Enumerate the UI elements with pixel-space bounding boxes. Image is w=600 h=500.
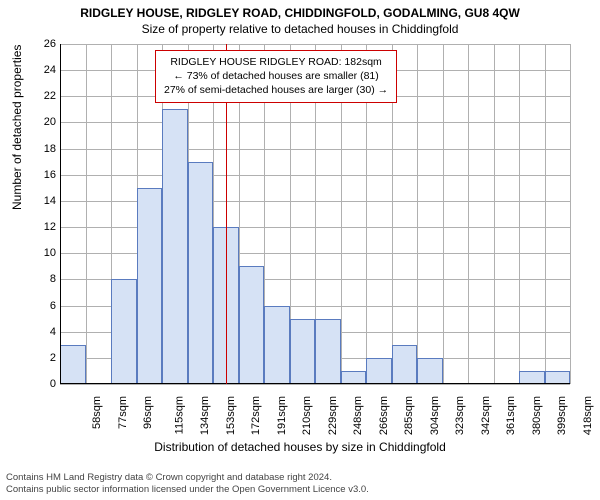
ytick-label: 6 <box>32 300 56 312</box>
histogram-bar <box>162 109 188 384</box>
x-axis-title: Distribution of detached houses by size … <box>0 440 600 454</box>
histogram-bar <box>137 188 163 384</box>
xtick-label: 134sqm <box>199 396 211 435</box>
ytick-label: 4 <box>32 326 56 338</box>
x-axis-line <box>60 383 570 384</box>
ytick-label: 26 <box>32 38 56 50</box>
ytick-label: 14 <box>32 195 56 207</box>
annotation-callout: RIDGLEY HOUSE RIDGLEY ROAD: 182sqm← 73% … <box>155 50 397 103</box>
gridline-v <box>570 44 571 384</box>
footer-line-1: Contains HM Land Registry data © Crown c… <box>6 472 369 484</box>
xtick-label: 96sqm <box>142 396 154 429</box>
annotation-line: RIDGLEY HOUSE RIDGLEY ROAD: 182sqm <box>164 55 388 69</box>
xtick-label: 304sqm <box>429 396 441 435</box>
y-axis-line <box>60 44 61 384</box>
xtick-label: 380sqm <box>531 396 543 435</box>
histogram-bar <box>111 279 137 384</box>
histogram-bar <box>264 306 290 384</box>
xtick-label: 323sqm <box>454 396 466 435</box>
xtick-label: 266sqm <box>378 396 390 435</box>
ytick-label: 10 <box>32 247 56 259</box>
ytick-label: 2 <box>32 352 56 364</box>
ytick-label: 18 <box>32 143 56 155</box>
histogram-bar <box>417 358 443 384</box>
xtick-label: 248sqm <box>352 396 364 435</box>
xtick-label: 418sqm <box>582 396 594 435</box>
histogram-bar <box>60 345 86 384</box>
footer-attribution: Contains HM Land Registry data © Crown c… <box>6 472 369 496</box>
chart-plot-area: 0246810121416182022242658sqm77sqm96sqm11… <box>60 44 570 384</box>
xtick-label: 58sqm <box>91 396 103 429</box>
ytick-label: 0 <box>32 378 56 390</box>
histogram-bar <box>366 358 392 384</box>
xtick-label: 285sqm <box>403 396 415 435</box>
annotation-line: ← 73% of detached houses are smaller (81… <box>164 69 388 83</box>
xtick-label: 210sqm <box>301 396 313 435</box>
histogram-bar <box>239 266 265 384</box>
ytick-label: 22 <box>32 90 56 102</box>
ytick-label: 12 <box>32 221 56 233</box>
chart-title-main: RIDGLEY HOUSE, RIDGLEY ROAD, CHIDDINGFOL… <box>0 0 600 20</box>
chart-title-sub: Size of property relative to detached ho… <box>0 20 600 36</box>
xtick-label: 229sqm <box>327 396 339 435</box>
histogram-bar <box>290 319 316 384</box>
ytick-label: 20 <box>32 116 56 128</box>
xtick-label: 342sqm <box>480 396 492 435</box>
xtick-label: 77sqm <box>117 396 129 429</box>
ytick-label: 16 <box>32 169 56 181</box>
xtick-label: 115sqm <box>173 396 185 434</box>
histogram-bar <box>188 162 214 384</box>
gridline-h <box>60 384 570 385</box>
ytick-label: 8 <box>32 273 56 285</box>
annotation-line: 27% of semi-detached houses are larger (… <box>164 83 388 97</box>
histogram-bar <box>392 345 418 384</box>
xtick-label: 172sqm <box>250 396 262 435</box>
xtick-label: 191sqm <box>276 396 288 435</box>
ytick-label: 24 <box>32 64 56 76</box>
xtick-label: 153sqm <box>225 396 237 435</box>
footer-line-2: Contains public sector information licen… <box>6 484 369 496</box>
histogram-bar <box>315 319 341 384</box>
xtick-label: 361sqm <box>505 396 517 435</box>
xtick-label: 399sqm <box>556 396 568 435</box>
y-axis-title: Number of detached properties <box>10 45 24 210</box>
